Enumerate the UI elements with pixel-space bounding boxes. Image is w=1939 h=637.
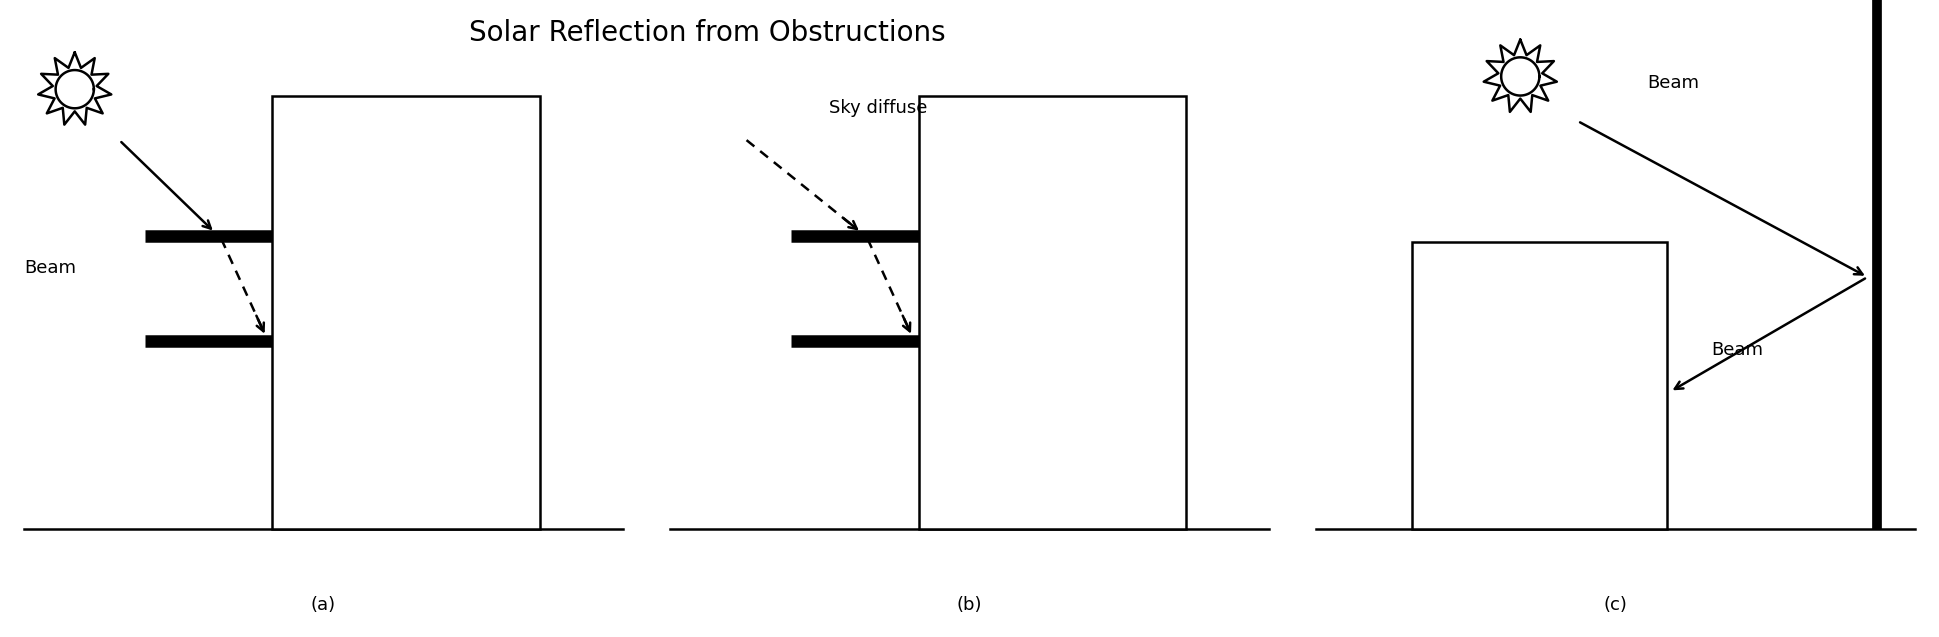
Text: Sky diffuse: Sky diffuse	[830, 99, 927, 117]
Text: (b): (b)	[956, 596, 983, 614]
Text: Solar Reflection from Obstructions: Solar Reflection from Obstructions	[469, 19, 946, 47]
Text: Beam: Beam	[1712, 341, 1763, 359]
Text: (c): (c)	[1604, 596, 1627, 614]
Text: (a): (a)	[310, 596, 335, 614]
Bar	[1412, 242, 1668, 529]
Text: Beam: Beam	[23, 259, 76, 276]
Text: Beam: Beam	[1648, 74, 1701, 92]
Bar	[271, 96, 539, 529]
Bar	[919, 96, 1187, 529]
